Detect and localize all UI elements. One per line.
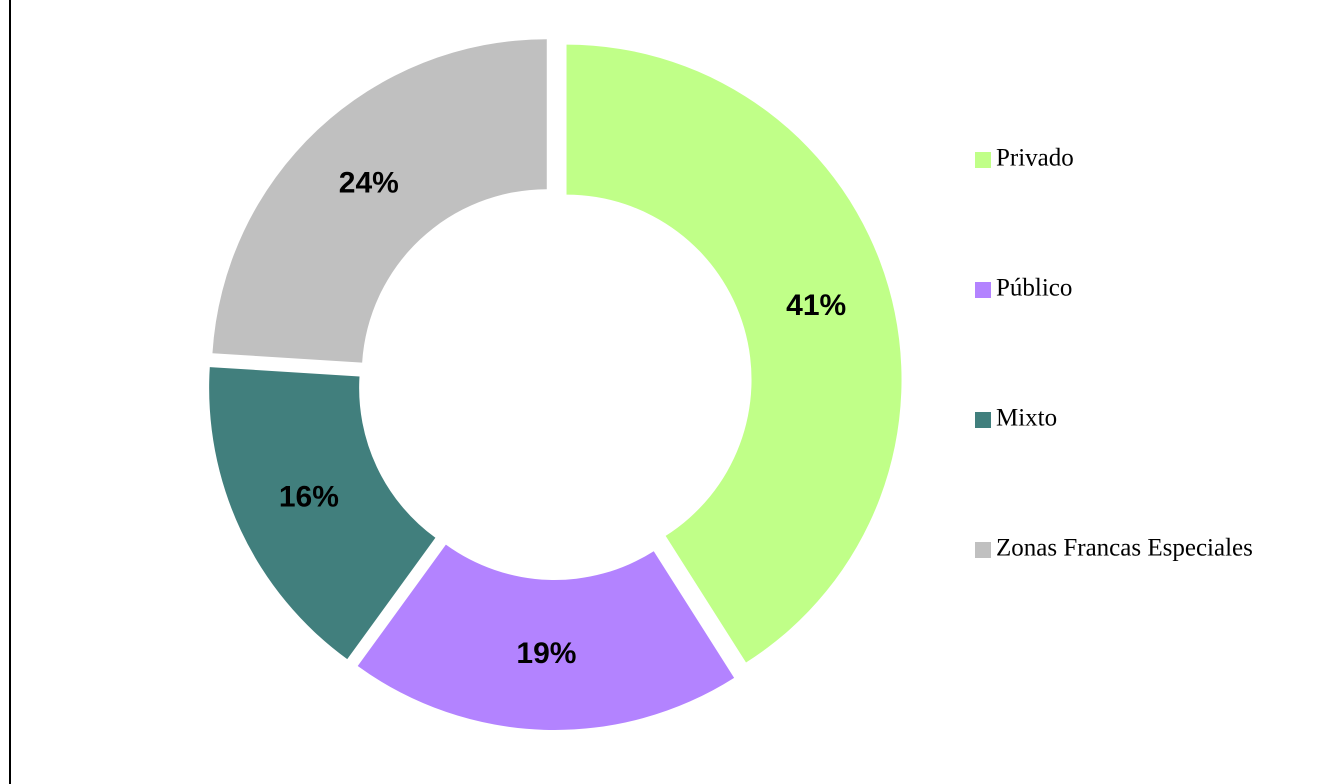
legend-label: Mixto: [996, 405, 1057, 432]
legend-swatch: [975, 282, 991, 298]
data-label: 19%: [516, 637, 576, 670]
donut-segment: [209, 367, 436, 660]
legend-label: Privado: [996, 145, 1074, 172]
data-label: 41%: [786, 289, 846, 322]
data-label: 24%: [339, 167, 399, 200]
legend-label: Público: [996, 275, 1072, 302]
legend-swatch: [975, 152, 991, 168]
data-label: 16%: [279, 481, 339, 514]
legend-swatch: [975, 542, 991, 558]
legend-swatch: [975, 412, 991, 428]
legend-label: Zonas Francas Especiales: [996, 535, 1253, 562]
donut-segment: [212, 39, 547, 363]
donut-segment: [357, 544, 735, 730]
donut-segment: [566, 44, 902, 663]
